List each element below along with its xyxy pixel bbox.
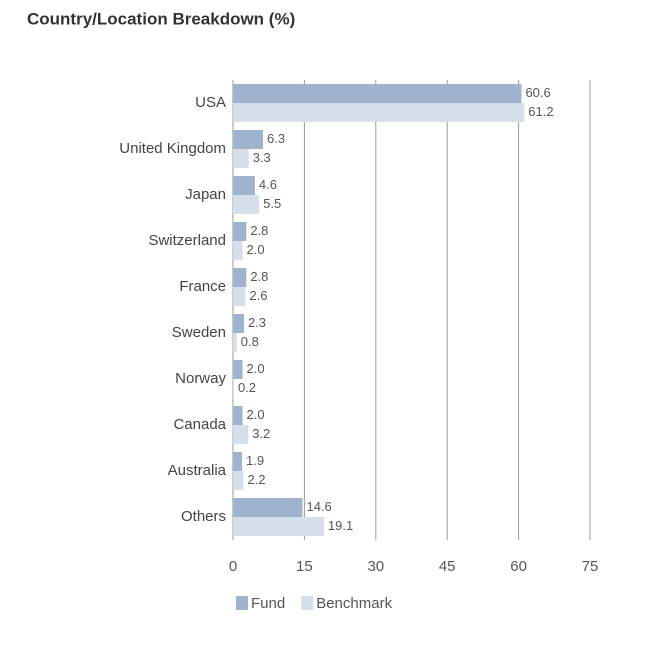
value-label: 1.9 xyxy=(246,453,264,468)
bar xyxy=(233,176,255,195)
bar xyxy=(233,517,324,536)
bar xyxy=(233,222,247,241)
value-label: 2.3 xyxy=(248,315,266,330)
y-tick-label: France xyxy=(179,278,226,295)
bar xyxy=(233,130,263,149)
value-label: 0.2 xyxy=(238,380,256,395)
x-tick-label: 60 xyxy=(510,558,527,575)
value-label: 2.0 xyxy=(247,242,265,257)
bar xyxy=(233,84,522,103)
bar xyxy=(233,103,525,122)
value-label: 2.0 xyxy=(247,407,265,422)
x-tick-label: 30 xyxy=(367,558,384,575)
bar xyxy=(233,241,243,260)
bar xyxy=(233,268,247,287)
bar xyxy=(233,149,249,168)
legend-swatch xyxy=(236,596,248,610)
y-tick-label: United Kingdom xyxy=(119,140,226,157)
y-tick-label: Australia xyxy=(168,462,227,479)
value-label: 2.6 xyxy=(249,288,267,303)
bar xyxy=(233,314,244,333)
y-tick-label: USA xyxy=(195,94,226,111)
value-label: 3.3 xyxy=(253,150,271,165)
value-label: 61.2 xyxy=(528,104,553,119)
bar xyxy=(233,452,243,471)
bar xyxy=(233,195,260,214)
legend-label: Fund xyxy=(251,595,285,612)
bar xyxy=(233,333,237,352)
value-label: 3.2 xyxy=(252,426,270,441)
value-label: 60.6 xyxy=(525,85,550,100)
value-label: 19.1 xyxy=(328,518,353,533)
value-label: 2.0 xyxy=(247,361,265,376)
y-tick-label: Sweden xyxy=(172,324,226,341)
bar xyxy=(233,425,249,444)
legend-swatch xyxy=(301,596,314,610)
x-tick-label: 15 xyxy=(296,558,313,575)
y-tick-label: Japan xyxy=(185,186,226,203)
x-tick-label: 0 xyxy=(229,558,237,575)
bar xyxy=(233,360,243,379)
value-label: 5.5 xyxy=(263,196,281,211)
value-label: 2.2 xyxy=(247,472,265,487)
bar xyxy=(233,379,234,398)
bar xyxy=(233,471,244,490)
value-label: 14.6 xyxy=(306,499,331,514)
x-tick-label: 75 xyxy=(582,558,599,575)
bar xyxy=(233,287,246,306)
y-tick-label: Canada xyxy=(173,416,226,433)
chart-title: Country/Location Breakdown (%) xyxy=(27,9,295,28)
bar xyxy=(233,406,243,425)
y-tick-label: Norway xyxy=(175,370,226,387)
value-label: 4.6 xyxy=(259,177,277,192)
value-label: 0.8 xyxy=(241,334,259,349)
value-label: 6.3 xyxy=(267,131,285,146)
value-label: 2.8 xyxy=(250,269,268,284)
legend-label: Benchmark xyxy=(316,595,392,612)
y-tick-label: Switzerland xyxy=(148,232,226,249)
value-label: 2.8 xyxy=(250,223,268,238)
x-tick-label: 45 xyxy=(439,558,456,575)
bar xyxy=(233,498,303,517)
y-tick-label: Others xyxy=(181,508,226,525)
